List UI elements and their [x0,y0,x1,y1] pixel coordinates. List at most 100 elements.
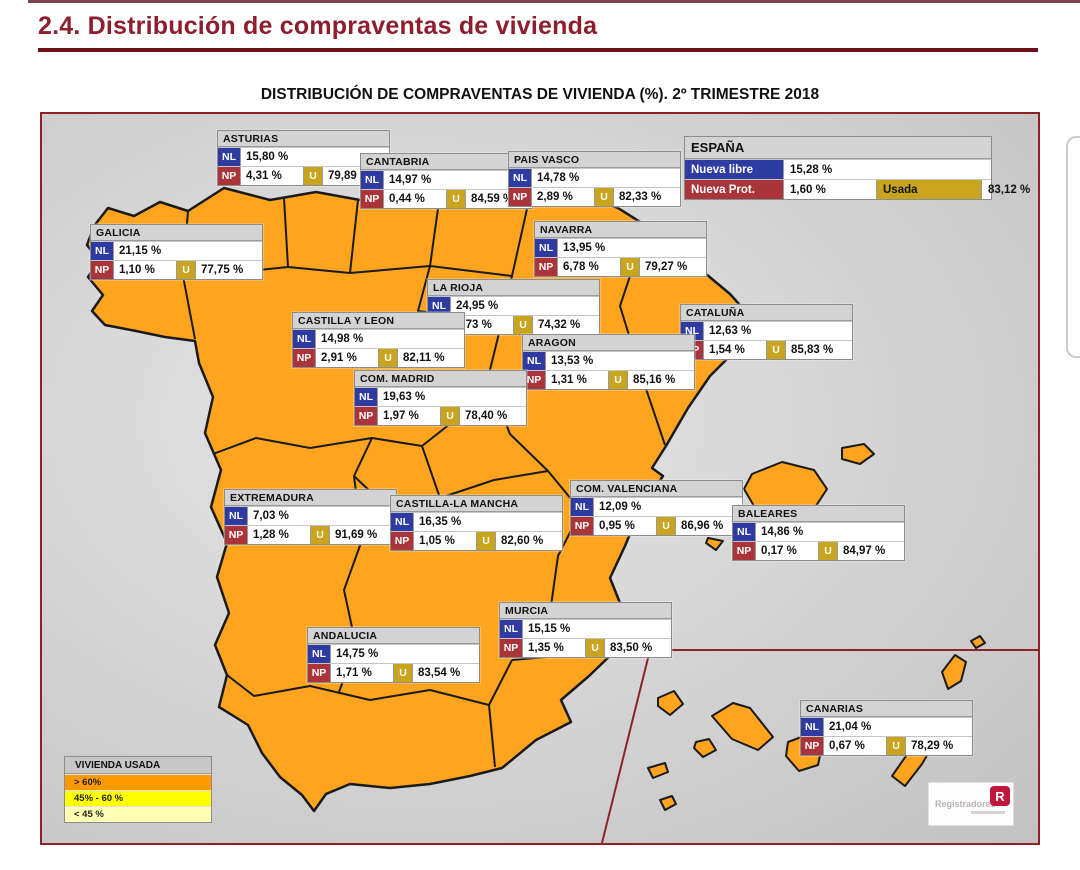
nl-badge: NL [355,388,378,406]
np-badge: NP [91,261,114,279]
u-value: 78,40 % [465,410,508,422]
region-data-box: GALICIA NL 21,15 % NP 1,10 % U 77,75 % [90,224,263,280]
usada-value: 83,12 % [988,183,1031,196]
region-data-box: ARAGON NL 13,53 % NP 1,31 % U 85,16 % [522,334,695,390]
u-badge: U [886,737,906,755]
nueva-prot-badge: Nueva Prot. [685,180,784,199]
nl-badge: NL [733,523,756,541]
nl-value: 21,15 % [119,245,162,257]
u-value: 85,83 % [791,344,834,356]
u-badge: U [176,261,196,279]
region-data-box: COM. MADRID NL 19,63 % NP 1,97 % U 78,40… [354,370,527,426]
np-badge: NP [733,542,756,560]
np-value: 0,67 % [829,740,865,752]
u-badge: U [620,258,640,276]
u-badge: U [303,167,323,185]
nl-value: 13,53 % [551,355,594,367]
u-badge: U [766,341,786,359]
legend-item: 45% - 60 % [65,790,211,806]
u-value: 83,50 % [610,642,653,654]
np-badge: NP [535,258,558,276]
region-name: NAVARRA [535,222,706,238]
nl-badge: NL [293,330,316,348]
region-data-box: BALEARES NL 14,86 % NP 0,17 % U 84,97 % [732,505,905,561]
u-badge: U [446,190,466,208]
np-value: 0,17 % [761,545,797,557]
region-name: BALEARES [733,506,904,522]
np-value: 1,97 % [383,410,419,422]
np-badge: NP [523,371,546,389]
region-data-box: ANDALUCIA NL 14,75 % NP 1,71 % U 83,54 % [307,627,480,683]
np-badge: NP [571,517,594,535]
national-summary-box: ESPAÑA Nueva libre 15,28 % Nueva Prot. 1… [684,136,1030,200]
nl-badge: NL [535,239,558,257]
nl-value: 14,86 % [761,526,804,538]
u-value: 77,75 % [201,264,244,276]
u-badge: U [513,316,533,334]
u-value: 78,29 % [911,740,954,752]
region-name: ANDALUCIA [308,628,479,644]
nl-value: 13,95 % [563,242,606,254]
region-data-box: CANARIAS NL 21,04 % NP 0,67 % U 78,29 % [800,700,973,756]
region-name: CANTABRIA [361,154,532,170]
nl-badge: NL [509,169,532,187]
u-value: 74,32 % [538,319,581,331]
edge-floating-control[interactable] [1066,136,1080,358]
usada-badge: Usada [876,180,982,199]
u-badge: U [608,371,628,389]
u-value: 85,16 % [633,374,676,386]
np-value: 1,35 % [528,642,564,654]
np-badge: NP [391,532,414,550]
nl-value: 19,63 % [383,391,426,403]
u-value: 83,54 % [418,667,461,679]
np-badge: NP [308,664,331,682]
np-value: 1,28 % [253,529,289,541]
region-name: MURCIA [500,603,671,619]
legend-item: < 45 % [65,806,211,822]
region-data-box: CASTILLA Y LEON NL 14,98 % NP 2,91 % U 8… [292,312,465,368]
u-badge: U [310,526,330,544]
region-data-box: CASTILLA-LA MANCHA NL 16,35 % NP 1,05 % … [390,495,563,551]
u-value: 82,11 % [403,352,445,364]
nl-badge: NL [361,171,384,189]
np-value: 4,31 % [246,170,282,182]
nl-value: 14,98 % [321,333,364,345]
region-name: CANARIAS [801,701,972,717]
logo-text: Registradores [935,799,996,809]
national-title: ESPAÑA [685,137,991,159]
u-value: 86,96 % [681,520,724,532]
np-badge: NP [218,167,241,185]
region-name: ARAGON [523,335,694,351]
u-badge: U [378,349,398,367]
nl-badge: NL [391,513,414,531]
nl-value: 21,04 % [829,721,872,733]
nl-badge: NL [91,242,114,260]
u-badge: U [393,664,413,682]
nl-value: 14,97 % [389,174,432,186]
section-title-rule [38,48,1038,52]
np-value: 2,89 % [537,191,573,203]
nl-badge: NL [308,645,331,663]
np-value: 0,44 % [389,193,425,205]
u-badge: U [818,542,838,560]
nl-badge: NL [218,148,241,166]
canary-inset-border [601,649,1038,843]
region-name: CASTILLA-LA MANCHA [391,496,562,512]
np-value: 2,91 % [321,352,357,364]
spain-map-panel: ESPAÑA Nueva libre 15,28 % Nueva Prot. 1… [40,112,1040,845]
np-value: 1,71 % [336,667,372,679]
np-badge: NP [509,188,532,206]
region-data-box: COM. VALENCIANA NL 12,09 % NP 0,95 % U 8… [570,480,743,536]
nueva-prot-value: 1,60 % [790,183,826,196]
np-value: 1,05 % [419,535,455,547]
registradores-logo: Registradores R [928,782,1014,826]
region-data-box: MURCIA NL 15,15 % NP 1,35 % U 83,50 % [499,602,672,658]
np-badge: NP [355,407,378,425]
u-badge: U [476,532,496,550]
u-value: 91,69 % [335,529,378,541]
map-title: DISTRIBUCIÓN DE COMPRAVENTAS DE VIVIENDA… [260,86,820,103]
region-name: CASTILLA Y LEON [293,313,464,329]
legend-item: > 60% [65,774,211,790]
region-name: PAIS VASCO [509,152,680,168]
registradores-r-icon: R [990,786,1010,806]
